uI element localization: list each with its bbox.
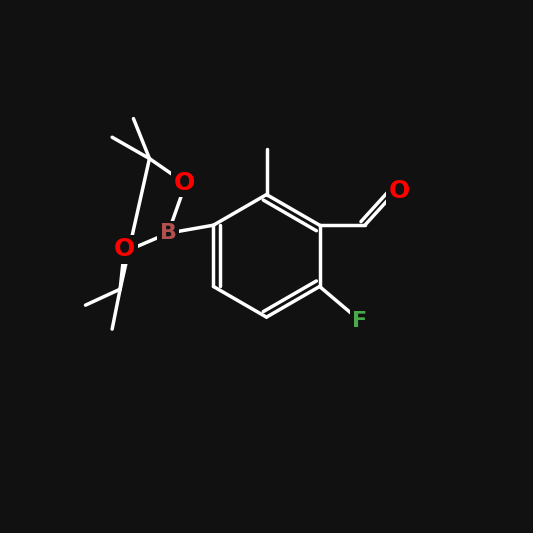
Text: O: O xyxy=(114,237,135,261)
Text: O: O xyxy=(389,179,410,203)
Text: F: F xyxy=(352,311,367,331)
Text: B: B xyxy=(159,223,176,243)
Text: O: O xyxy=(173,171,195,195)
